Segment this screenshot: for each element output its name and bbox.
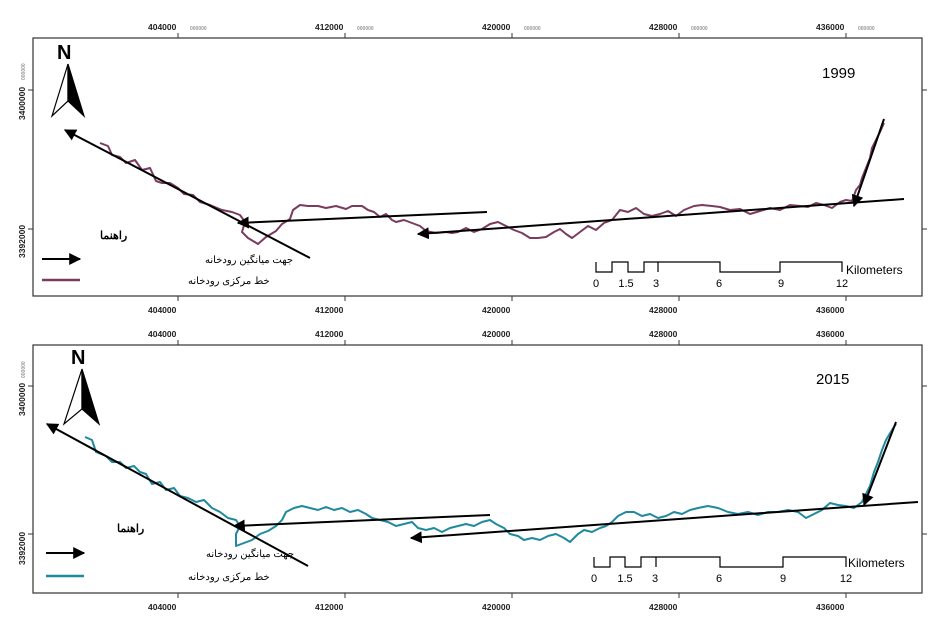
map-panel-2015: 404000 412000 420000 428000 436000 34000…: [17, 329, 927, 612]
y-tick-label: 3400000: [17, 87, 27, 120]
y-tick-label: 3392000: [17, 532, 27, 565]
legend-item-label: جهت میانگین رودخانه: [206, 548, 294, 560]
x-tick-label: 436000: [816, 305, 845, 315]
scale-tick-label: 1.5: [618, 278, 633, 290]
scale-bar-1999: 0 1.5 3 6 9 12 Kilometers: [593, 261, 903, 290]
x-tick-label: 412000: [315, 602, 344, 612]
mean-direction-arrow: [232, 514, 491, 532]
x-tick-suffix: 000000: [357, 26, 374, 32]
map-panel-1999: 404000 412000 420000 428000 436000 00000…: [17, 22, 927, 315]
x-tick-label: 428000: [649, 305, 678, 315]
x-tick-label: 420000: [482, 305, 511, 315]
y-axis-left-2015: 3400000 3392000 000000: [17, 361, 927, 565]
scale-tick-label: 12: [836, 278, 848, 290]
x-tick-suffix: 000000: [691, 26, 708, 32]
x-tick-suffix: 000000: [524, 26, 541, 32]
legend-2015: راهنما جهت میانگین رودخانه خط مرکزی رودخ…: [46, 523, 294, 583]
x-tick-label: 404000: [148, 602, 177, 612]
x-tick-suffix: 000000: [858, 26, 875, 32]
x-tick-label: 428000: [649, 329, 678, 339]
scale-tick-label: 3: [652, 573, 658, 585]
scale-tick-label: 9: [778, 278, 784, 290]
north-arrow-icon: N: [50, 42, 86, 118]
x-axis-top-2015: 404000 412000 420000 428000 436000: [148, 329, 847, 345]
x-tick-label: 412000: [315, 22, 344, 32]
x-tick-label: 420000: [482, 22, 511, 32]
scale-tick-label: 0: [593, 278, 599, 290]
x-tick-label: 404000: [148, 22, 177, 32]
scale-tick-label: 1.5: [617, 573, 632, 585]
legend-1999: راهنما جهت میانگین رودخانه خط مرکزی رودخ…: [42, 230, 293, 287]
map-year-label: 2015: [816, 371, 849, 388]
x-tick-label: 436000: [816, 602, 845, 612]
x-tick-suffix: 000000: [190, 26, 207, 32]
y-tick-label: 3400000: [17, 383, 27, 416]
y-tick-suffix: 000000: [21, 63, 27, 80]
north-label: N: [71, 347, 85, 369]
mean-direction-arrow: [409, 501, 919, 544]
scale-tick-label: 6: [716, 278, 722, 290]
x-tick-label: 412000: [315, 305, 344, 315]
x-tick-label: 436000: [816, 22, 845, 32]
legend-title: راهنما: [117, 523, 144, 535]
legend-item-label: خط مرکزی رودخانه: [188, 276, 270, 287]
x-axis-bottom-1999: 404000 412000 420000 428000 436000: [148, 296, 847, 315]
y-axis-left-1999: 3400000 3392000 000000: [17, 63, 927, 258]
scale-tick-label: 12: [840, 573, 852, 585]
north-arrow-icon: N: [62, 347, 101, 426]
x-tick-label: 412000: [315, 329, 344, 339]
x-tick-label: 404000: [148, 329, 177, 339]
mean-direction-arrow: [851, 118, 885, 208]
legend-item-label: جهت میانگین رودخانه: [205, 254, 293, 266]
x-axis-top-1999: 404000 412000 420000 428000 436000 00000…: [148, 22, 875, 38]
x-axis-bottom-2015: 404000 412000 420000 428000 436000: [148, 593, 847, 612]
scale-tick-label: 9: [780, 573, 786, 585]
mean-direction-arrow: [416, 198, 905, 240]
scale-bar-2015: 0 1.5 3 6 9 12 Kilometers: [591, 556, 905, 585]
legend-item-label: خط مرکزی رودخانه: [188, 572, 270, 583]
north-label: N: [57, 42, 71, 64]
map-frame-2015: [32, 344, 923, 594]
scale-unit-label: Kilometers: [846, 263, 903, 277]
mean-direction-arrow: [45, 423, 309, 567]
mean-direction-arrow: [63, 129, 311, 259]
mean-direction-arrow: [862, 421, 897, 507]
mean-direction-arrow: [236, 211, 488, 229]
x-tick-label: 428000: [649, 22, 678, 32]
scale-tick-label: 3: [653, 278, 659, 290]
scale-tick-label: 0: [591, 573, 597, 585]
scale-unit-label: Kilometers: [848, 556, 905, 570]
map-year-label: 1999: [822, 65, 855, 82]
x-tick-label: 404000: [148, 305, 177, 315]
map-frame-1999: [32, 37, 923, 297]
x-tick-label: 428000: [649, 602, 678, 612]
scale-tick-label: 6: [716, 573, 722, 585]
y-tick-suffix: 000000: [21, 361, 27, 378]
y-tick-label: 3392000: [17, 225, 27, 258]
x-tick-label: 420000: [482, 602, 511, 612]
x-tick-label: 436000: [816, 329, 845, 339]
x-tick-label: 420000: [482, 329, 511, 339]
legend-title: راهنما: [100, 230, 127, 242]
